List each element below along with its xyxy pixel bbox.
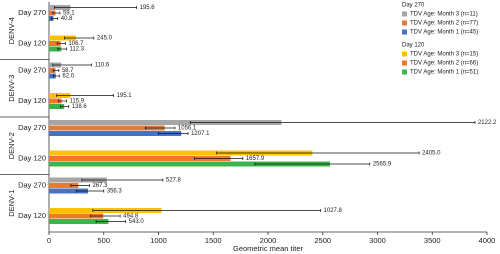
value-label: 2405.0 [422, 151, 441, 157]
bar [49, 73, 56, 79]
x-tick-label: 4000 [479, 236, 496, 245]
group-label: Day 270 [18, 8, 46, 17]
legend-label: TDV Age: Month 2 (n=66) [410, 61, 478, 67]
value-label: 356.3 [107, 189, 123, 195]
value-label: 195.6 [140, 5, 156, 11]
legend-label: TDV Age: Month 3 (n=15) [410, 52, 478, 58]
bar [49, 156, 231, 161]
bar [49, 177, 107, 183]
legend-swatch [402, 29, 407, 35]
group-label: Day 120 [18, 153, 46, 162]
value-label: 58.7 [62, 68, 74, 74]
bar [49, 150, 313, 156]
group-label: Day 120 [18, 38, 46, 47]
value-label: 138.6 [72, 104, 88, 110]
bar [49, 213, 104, 219]
group-label: Day 270 [18, 123, 46, 132]
value-label: 115.9 [70, 99, 85, 105]
value-label: 267.3 [93, 183, 109, 189]
legend-label: TDV Age: Month 1 (n=45) [410, 30, 478, 36]
panel-label: DENV-3 [7, 75, 16, 102]
legend-swatch [402, 11, 407, 17]
bar [49, 35, 76, 41]
value-label: 106.7 [68, 41, 84, 47]
x-tick-label: 2000 [260, 236, 277, 245]
bar [49, 68, 56, 73]
value-label: 494.8 [123, 214, 139, 220]
value-label: 1207.1 [191, 131, 210, 137]
x-tick-label: 0 [47, 236, 51, 245]
value-label: 2122.2 [478, 120, 497, 126]
x-tick-label: 500 [97, 236, 110, 245]
legend-label: TDV Age: Month 1 (n=51) [410, 70, 478, 76]
legend-label: TDV Age: Month 2 (n=77) [410, 21, 478, 27]
legend-swatch [402, 69, 407, 75]
bar [49, 131, 182, 136]
value-label: 1027.8 [324, 208, 343, 214]
panel-label: DENV-4 [7, 17, 16, 44]
value-label: 110.6 [95, 63, 110, 69]
bar [49, 183, 79, 188]
value-label: 59.1 [63, 11, 75, 17]
group-label: Day 270 [18, 65, 46, 74]
bar [49, 104, 65, 109]
value-label: 1657.9 [246, 156, 265, 162]
x-tick-label: 2500 [314, 236, 331, 245]
value-label: 40.8 [61, 16, 73, 22]
legend-swatch [402, 51, 407, 57]
value-label: 195.1 [117, 93, 133, 99]
bar [49, 219, 109, 224]
bar [49, 161, 330, 167]
legend-label: TDV Age: Month 3 (n=11) [410, 12, 478, 18]
value-label: 543.0 [129, 219, 145, 225]
x-axis-label: Geometric mean titer [233, 244, 304, 253]
value-label: 245.0 [97, 36, 113, 42]
x-tick-label: 1000 [150, 236, 167, 245]
bar [49, 10, 56, 16]
x-tick-label: 1500 [205, 236, 222, 245]
value-label: 527.8 [166, 178, 182, 184]
legend-heading: Day 120 [402, 43, 425, 49]
value-label: 1056.1 [178, 126, 197, 132]
x-tick-label: 3500 [424, 236, 441, 245]
value-label: 112.3 [70, 47, 85, 53]
bar [49, 98, 62, 104]
bar [49, 188, 89, 194]
legend-heading: Day 270 [402, 3, 425, 9]
panel-label: DENV-2 [7, 132, 16, 159]
group-label: Day 120 [18, 96, 46, 105]
bar [49, 46, 62, 52]
legend-swatch [402, 20, 407, 26]
bar [49, 125, 165, 131]
bar [49, 41, 61, 46]
group-label: Day 270 [18, 180, 46, 189]
value-label: 62.0 [62, 74, 74, 80]
legend-swatch [402, 60, 407, 66]
bar [49, 120, 282, 125]
panel-label: DENV-1 [7, 190, 16, 217]
x-tick-label: 3000 [369, 236, 386, 245]
value-label: 2565.9 [373, 162, 392, 168]
group-label: Day 120 [18, 211, 46, 220]
